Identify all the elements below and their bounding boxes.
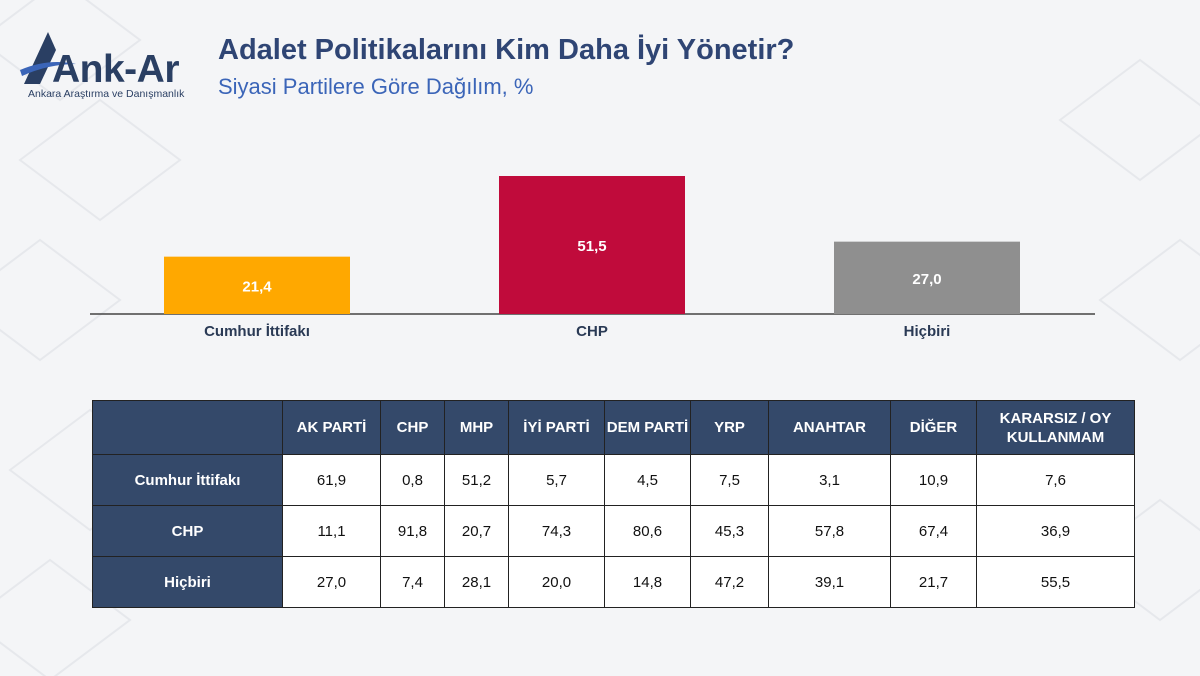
table-cell: 47,2 <box>690 556 769 608</box>
table-cell: 28,1 <box>444 556 509 608</box>
table-cell: 20,7 <box>444 505 509 557</box>
column-header: YRP <box>690 400 769 455</box>
logo-mark-icon <box>20 32 76 84</box>
table-cell: 11,1 <box>282 505 381 557</box>
table-cell: 51,2 <box>444 454 509 506</box>
table-cell: 39,1 <box>768 556 891 608</box>
table-cell: 7,5 <box>690 454 769 506</box>
logo-subtitle: Ankara Araştırma ve Danışmanlık <box>28 88 185 100</box>
crosstab-table: AK PARTİ CHP MHP İYİ PARTİ DEM PARTİ YRP ANAHT… <box>92 400 1135 608</box>
row-header: CHP <box>92 505 283 557</box>
bar-value-label: 51,5 <box>577 238 606 255</box>
column-header: AK PARTİ <box>282 400 381 455</box>
bar-2 <box>834 241 1020 314</box>
bar-0 <box>164 256 350 314</box>
column-header: İYİ PARTİ <box>508 400 605 455</box>
table-cell: 57,8 <box>768 505 891 557</box>
table-cell: 74,3 <box>508 505 605 557</box>
table-cell: 0,8 <box>380 454 445 506</box>
column-header: CHP <box>380 400 445 455</box>
table-row: Cumhur İttifakı 61,9 0,8 51,2 5,7 4,5 7,5 3,1 10… <box>92 454 1135 506</box>
table-row: Hiçbiri 27,0 7,4 28,1 20,0 14,8 47,2 39,1 21,7 55… <box>92 556 1135 608</box>
page-subtitle: Siyasi Partilere Göre Dağılım, % <box>218 74 534 99</box>
table-cell: 5,7 <box>508 454 605 506</box>
bar-1 <box>499 176 685 314</box>
category-label: CHP <box>576 323 608 340</box>
table-header-row: AK PARTİ CHP MHP İYİ PARTİ DEM PARTİ YRP ANAHT… <box>92 400 1135 455</box>
table-cell: 80,6 <box>604 505 691 557</box>
table-cell: 45,3 <box>690 505 769 557</box>
table-cell: 3,1 <box>768 454 891 506</box>
column-header: ANAHTAR <box>768 400 891 455</box>
table-cell: 36,9 <box>976 505 1135 557</box>
column-header: DİĞER <box>890 400 977 455</box>
table-cell: 27,0 <box>282 556 381 608</box>
column-header: KARARSIZ / OY KULLANMAM <box>976 400 1135 455</box>
row-header: Hiçbiri <box>92 556 283 608</box>
table-cell: 7,4 <box>380 556 445 608</box>
bar-value-label: 21,4 <box>242 278 272 295</box>
column-header: MHP <box>444 400 509 455</box>
table-cell: 61,9 <box>282 454 381 506</box>
bar-chart: 21,4 Cumhur İttifakı 51,5 CHP 27,0 Hiçbiri <box>90 176 1095 340</box>
table-corner-cell <box>92 400 283 455</box>
table-cell: 14,8 <box>604 556 691 608</box>
table-cell: 67,4 <box>890 505 977 557</box>
table-row: CHP 11,1 91,8 20,7 74,3 80,6 45,3 57,8 67,4 36,9 <box>92 505 1135 557</box>
table-cell: 21,7 <box>890 556 977 608</box>
column-header: DEM PARTİ <box>604 400 691 455</box>
logo-text: Ank-Ar <box>52 48 180 91</box>
bar-value-label: 27,0 <box>912 271 941 288</box>
company-logo: Ank-Ar Ankara Araştırma ve Danışmanlık <box>18 28 208 108</box>
table-cell: 55,5 <box>976 556 1135 608</box>
table-cell: 91,8 <box>380 505 445 557</box>
table-cell: 20,0 <box>508 556 605 608</box>
category-label: Hiçbiri <box>904 323 951 340</box>
table-cell: 10,9 <box>890 454 977 506</box>
page-title: Adalet Politikalarını Kim Daha İyi Yönet… <box>218 34 795 66</box>
category-label: Cumhur İttifakı <box>204 323 310 340</box>
table-cell: 7,6 <box>976 454 1135 506</box>
row-header: Cumhur İttifakı <box>92 454 283 506</box>
table-cell: 4,5 <box>604 454 691 506</box>
